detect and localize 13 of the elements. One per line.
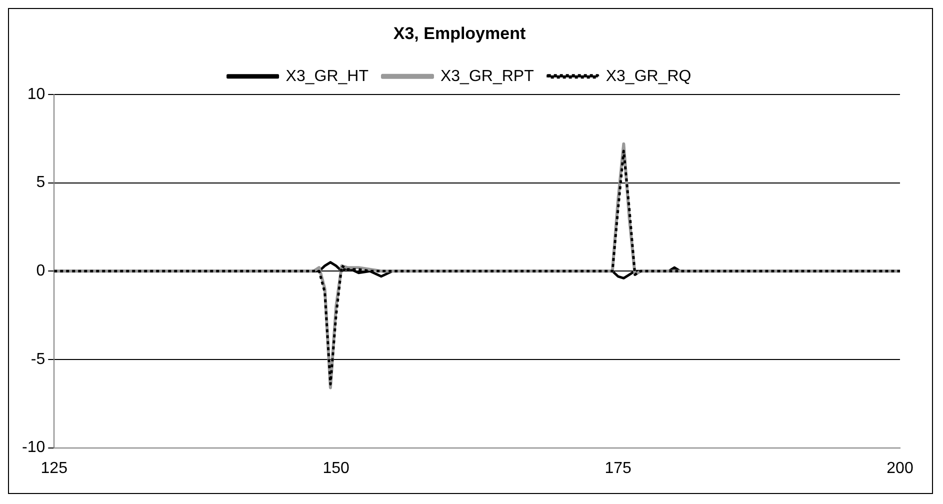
x-tick-label: 175	[604, 460, 632, 477]
x-tick-label: 200	[886, 460, 914, 477]
legend-label: X3_GR_RPT	[440, 68, 534, 85]
chart-title: X3, Employment	[393, 24, 526, 43]
y-tick-label: -10	[22, 439, 46, 456]
x-tick-label: 150	[322, 460, 350, 477]
legend-label: X3_GR_HT	[286, 68, 369, 85]
x-tick-label: 125	[40, 460, 68, 477]
y-tick-label: 10	[27, 86, 46, 103]
legend-label: X3_GR_RQ	[606, 68, 692, 85]
y-tick-label: -5	[30, 350, 46, 368]
y-tick-label: 5	[36, 174, 46, 192]
y-tick-label: 0	[36, 262, 46, 280]
